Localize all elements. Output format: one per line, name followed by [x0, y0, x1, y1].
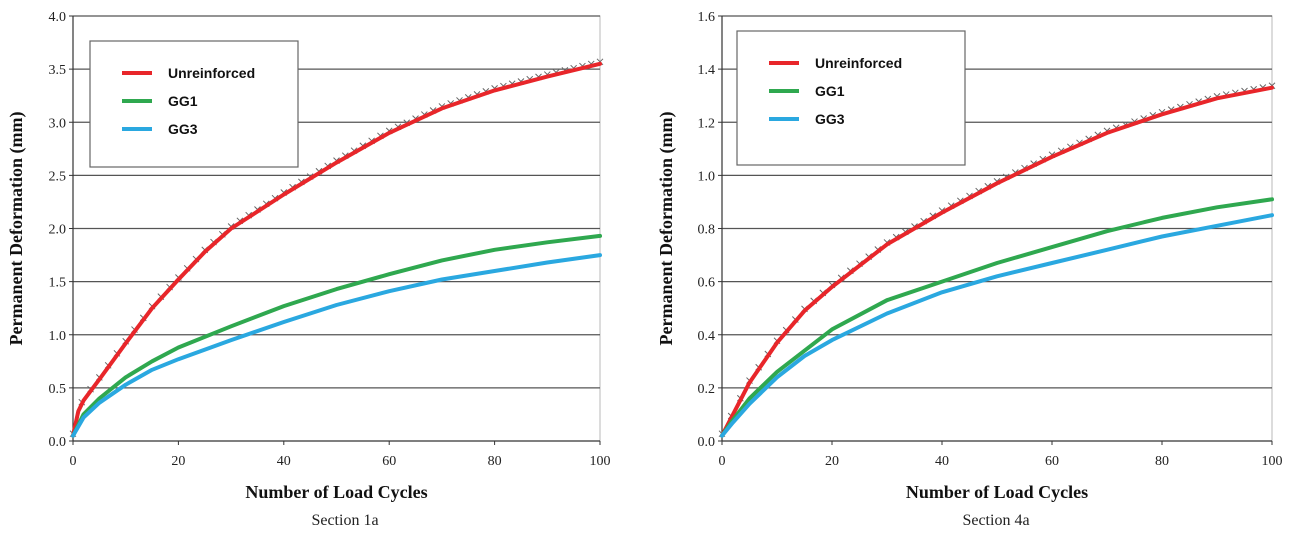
legend-label: Unreinforced [168, 65, 255, 81]
legend-label: GG1 [168, 93, 198, 109]
y-tick-label: 0.0 [49, 435, 67, 450]
x-tick-label: 60 [382, 454, 396, 469]
y-tick-label: 4.0 [49, 10, 67, 25]
x-tick-label: 100 [590, 454, 611, 469]
x-tick-label: 0 [70, 454, 77, 469]
y-tick-label: 0.2 [698, 382, 716, 397]
legend: Unreinforced GG1 GG3 [90, 41, 298, 167]
x-tick-label: 80 [488, 454, 502, 469]
y-tick-label: 2.0 [49, 223, 67, 238]
x-axis-title: Number of Load Cycles [906, 482, 1088, 502]
chart-2: 0.0 0.2 0.4 0.6 0.8 1.0 1.2 1.4 1.6 0 20 40 60 80 100 N… [656, 10, 1283, 529]
y-tick-label: 1.2 [698, 116, 716, 131]
y-tick-label: 0.8 [698, 223, 716, 238]
y-axis-title: Permanent Deformation (mm) [656, 112, 677, 346]
x-tick-label: 20 [171, 454, 185, 469]
legend-label: GG3 [815, 111, 845, 127]
y-tick-label: 1.5 [49, 276, 67, 291]
y-tick-label: 1.0 [698, 169, 716, 184]
x-tick-label: 40 [935, 454, 949, 469]
y-axis-title: Permanent Deformation (mm) [6, 112, 27, 346]
y-tick-label: 0.0 [698, 435, 716, 450]
x-axis-title: Number of Load Cycles [245, 482, 427, 502]
x-tick-label: 100 [1262, 454, 1283, 469]
legend-box [737, 31, 965, 165]
x-tick-label: 0 [719, 454, 726, 469]
legend-label: GG1 [815, 83, 845, 99]
y-tick-label: 0.6 [698, 276, 716, 291]
legend-label: Unreinforced [815, 55, 902, 71]
y-tick-label: 3.5 [49, 63, 67, 78]
chart-caption: Section 4a [962, 512, 1029, 529]
x-tick-label: 80 [1155, 454, 1169, 469]
x-tick-label: 60 [1045, 454, 1059, 469]
y-tick-label: 1.4 [698, 63, 716, 78]
y-tick-label: 0.5 [49, 382, 67, 397]
y-tick-label: 0.4 [698, 329, 716, 344]
chart-1: 0.0 0.5 1.0 1.5 2.0 2.5 3.0 3.5 4.0 0 20 40 60 80 100 N… [6, 10, 611, 529]
y-tick-label: 1.0 [49, 329, 67, 344]
y-tick-label: 3.0 [49, 116, 67, 131]
y-tick-label: 2.5 [49, 169, 67, 184]
chart-caption: Section 1a [311, 512, 378, 529]
legend-label: GG3 [168, 121, 198, 137]
legend: Unreinforced GG1 GG3 [737, 31, 965, 165]
x-tick-label: 40 [277, 454, 291, 469]
x-tick-label: 20 [825, 454, 839, 469]
y-tick-label: 1.6 [698, 10, 716, 25]
